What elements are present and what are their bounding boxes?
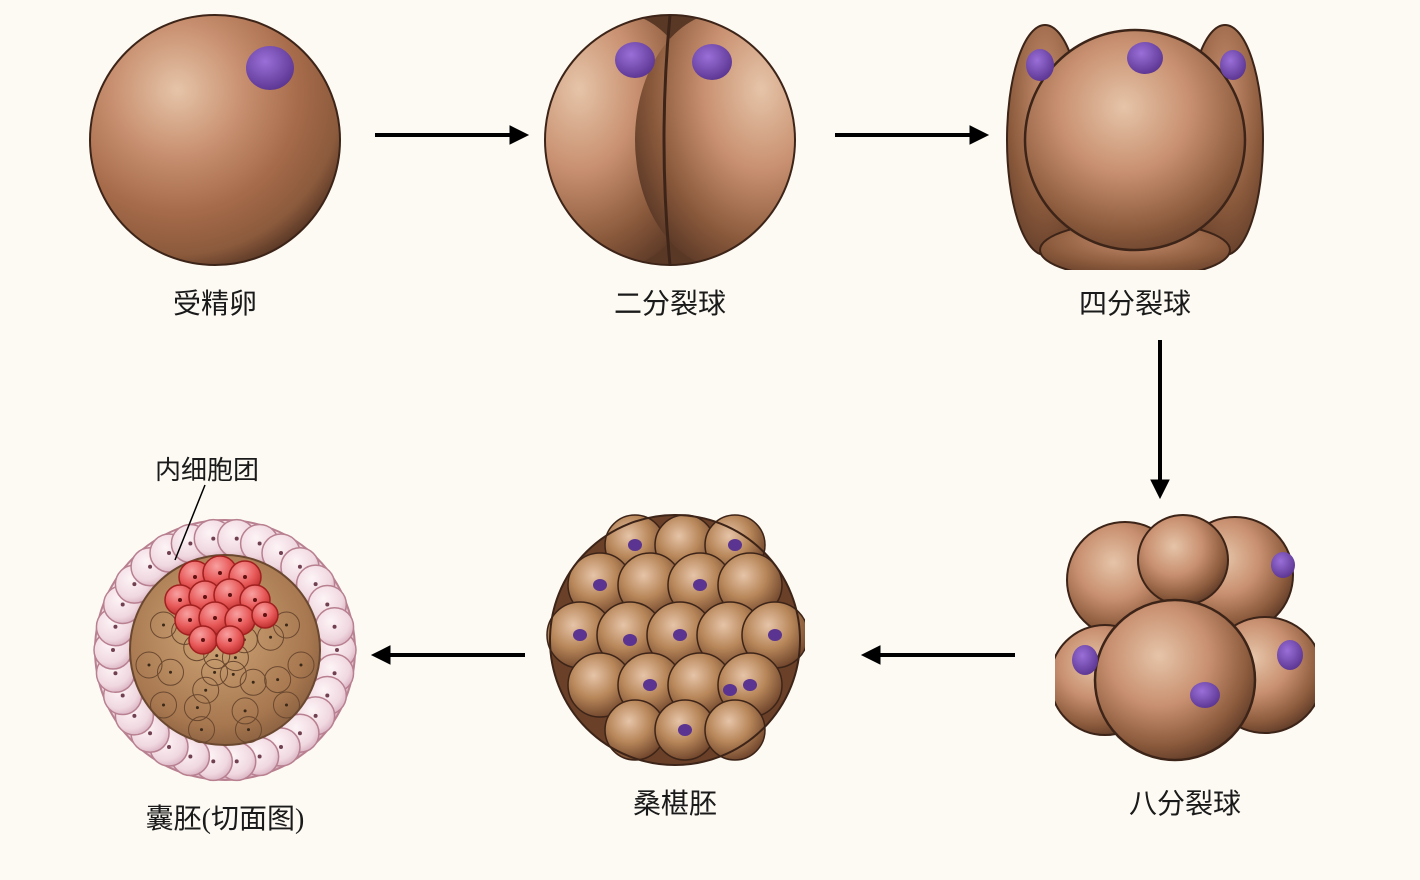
eight-cell-label: 八分裂球: [1129, 782, 1241, 822]
zygote-cell: [85, 10, 345, 270]
stage-zygote: 受精卵: [85, 10, 345, 322]
four-cell: [1005, 10, 1265, 270]
morula-cell: [545, 510, 805, 770]
blastocyst-label: 囊胚(切面图): [146, 797, 305, 837]
arrow-2: [830, 120, 990, 150]
four-cell-label: 四分裂球: [1079, 282, 1191, 322]
arrow-5: [370, 640, 530, 670]
arrow-3: [1145, 335, 1175, 500]
stage-four-cell: 四分裂球: [1005, 10, 1265, 322]
morula-label: 桑椹胚: [633, 782, 717, 822]
arrow-4: [860, 640, 1020, 670]
stage-two-cell: 二分裂球: [540, 10, 800, 322]
stage-eight-cell: 八分裂球: [1055, 510, 1315, 822]
eight-cell: [1055, 510, 1315, 770]
icm-leader-line: [150, 480, 230, 570]
two-cell-label: 二分裂球: [614, 282, 726, 322]
zygote-label: 受精卵: [173, 282, 257, 322]
arrow-1: [370, 120, 530, 150]
two-cell: [540, 10, 800, 270]
stage-morula: 桑椹胚: [545, 510, 805, 822]
